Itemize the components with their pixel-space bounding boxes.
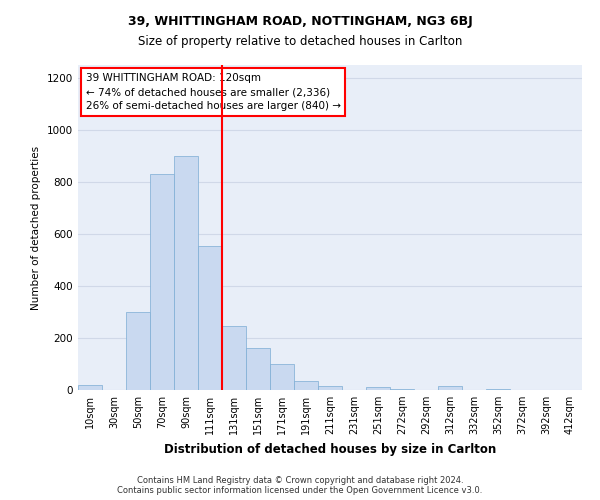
Bar <box>390 388 414 390</box>
Bar <box>126 312 150 390</box>
Bar <box>150 174 174 390</box>
Text: 39 WHITTINGHAM ROAD: 120sqm
← 74% of detached houses are smaller (2,336)
26% of : 39 WHITTINGHAM ROAD: 120sqm ← 74% of det… <box>86 73 341 111</box>
Bar <box>198 246 222 390</box>
Text: 39, WHITTINGHAM ROAD, NOTTINGHAM, NG3 6BJ: 39, WHITTINGHAM ROAD, NOTTINGHAM, NG3 6B… <box>128 15 472 28</box>
Bar <box>246 348 270 390</box>
Bar <box>78 385 102 390</box>
Bar <box>366 388 390 390</box>
Bar <box>174 156 198 390</box>
Bar <box>270 364 294 390</box>
Y-axis label: Number of detached properties: Number of detached properties <box>31 146 41 310</box>
X-axis label: Distribution of detached houses by size in Carlton: Distribution of detached houses by size … <box>164 442 496 456</box>
Text: Contains HM Land Registry data © Crown copyright and database right 2024.
Contai: Contains HM Land Registry data © Crown c… <box>118 476 482 495</box>
Bar <box>294 381 318 390</box>
Text: Size of property relative to detached houses in Carlton: Size of property relative to detached ho… <box>138 35 462 48</box>
Bar <box>438 386 462 390</box>
Bar <box>486 388 510 390</box>
Bar <box>222 326 246 390</box>
Bar <box>318 386 342 390</box>
